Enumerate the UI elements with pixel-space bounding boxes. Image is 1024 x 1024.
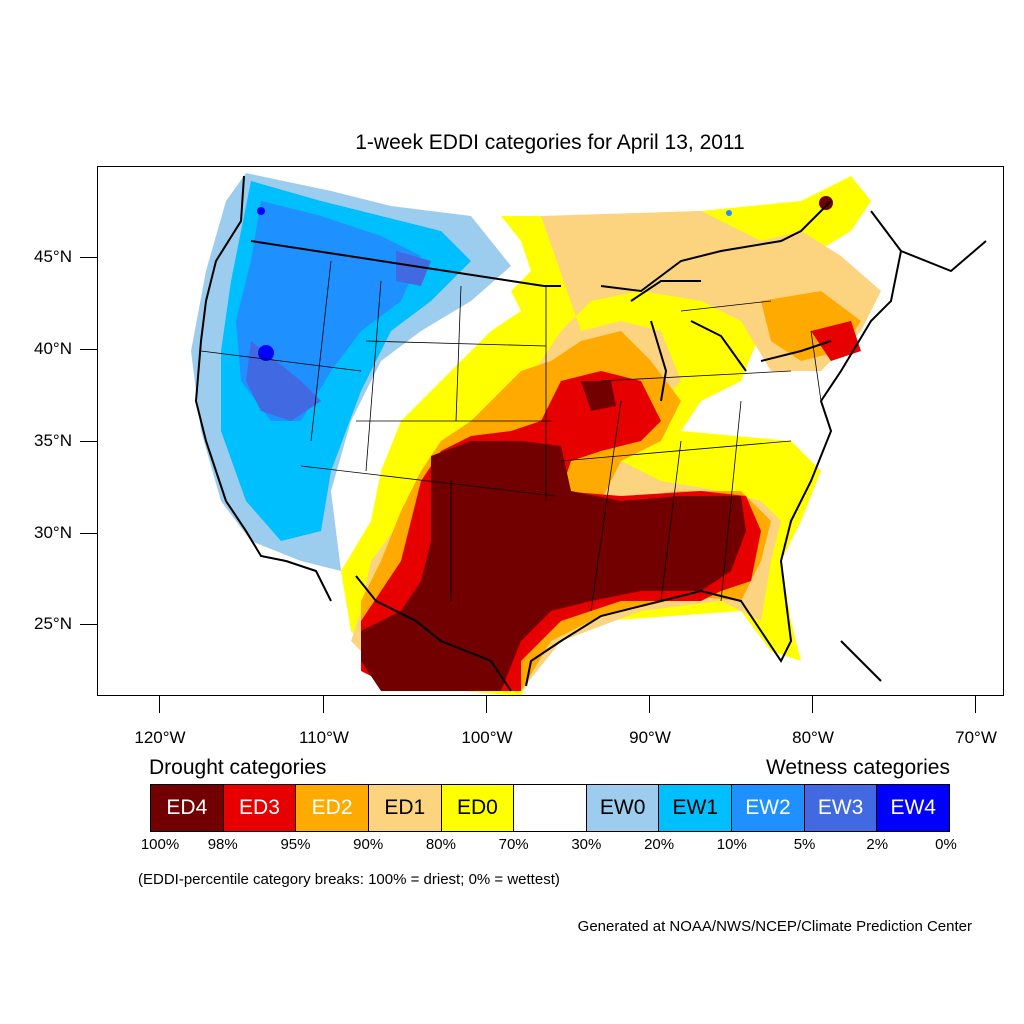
lat-label-40: 40°N [34, 339, 72, 358]
lon-tick-80 [812, 696, 813, 713]
region-ew-michigan [726, 210, 732, 216]
legend-break-label: 70% [498, 836, 529, 853]
drought-categories-heading: Drought categories [149, 756, 327, 779]
region-ew4-b [257, 207, 265, 215]
coastlines [194, 175, 987, 692]
legend-box-normal [514, 784, 587, 832]
legend-break-label: 95% [280, 836, 311, 853]
lon-tick-110 [323, 696, 324, 713]
legend-box-ew1: EW1 [659, 784, 733, 832]
lat-label-30: 30°N [34, 523, 72, 542]
lon-tick-120 [159, 696, 160, 713]
lon-label-70: 70°W [955, 728, 997, 747]
legend-box-ed3: ED3 [223, 784, 297, 832]
lon-tick-100 [486, 696, 487, 713]
legend-box-ew0: EW0 [586, 784, 660, 832]
region-ed4 [361, 381, 746, 691]
lat-tick-25 [80, 624, 97, 625]
lon-label-110: 110°W [299, 728, 349, 747]
eddi-map [97, 166, 1004, 696]
legend-break-label: 90% [353, 836, 384, 853]
legend-color-bar: ED4 ED3 ED2 ED1 ED0 EW0 EW1 EW2 EW3 EW4 [150, 784, 951, 832]
lat-tick-30 [80, 533, 97, 534]
legend-break-label: 0% [935, 836, 957, 853]
lat-tick-35 [80, 441, 97, 442]
region-ew3 [246, 251, 431, 421]
legend-box-ed0: ED0 [441, 784, 515, 832]
legend-break-label: 20% [644, 836, 675, 853]
category-break-note: (EDDI-percentile category breaks: 100% =… [138, 871, 560, 888]
lon-label-120: 120°W [134, 728, 186, 747]
legend-break-label: 98% [207, 836, 238, 853]
lat-label-35: 35°N [34, 431, 72, 450]
legend-break-label: 2% [866, 836, 889, 853]
legend-box-ed1: ED1 [368, 784, 442, 832]
legend-box-ew2: EW2 [732, 784, 805, 832]
wetness-categories-heading: Wetness categories [765, 756, 950, 779]
legend-break-label: 10% [716, 836, 747, 853]
region-ew4 [258, 345, 274, 361]
legend-box-ew4: EW4 [877, 784, 951, 832]
lon-label-90: 90°W [629, 728, 671, 747]
lon-label-100: 100°W [461, 728, 513, 747]
legend-box-ew3: EW3 [804, 784, 878, 832]
lon-tick-70 [975, 696, 976, 713]
legend-break-label: 100% [140, 836, 180, 853]
legend-box-ed4: ED4 [150, 784, 224, 832]
credit-line: Generated at NOAA/NWS/NCEP/Climate Predi… [577, 918, 972, 935]
map-title: 1-week EDDI categories for April 13, 201… [355, 131, 745, 154]
lat-tick-40 [80, 349, 97, 350]
us-map-graphic [191, 173, 987, 695]
legend-break-label: 30% [571, 836, 602, 853]
lat-label-45: 45°N [34, 247, 72, 266]
lon-label-80: 80°W [792, 728, 834, 747]
legend-box-ed2: ED2 [296, 784, 369, 832]
region-ed4-quebec [819, 196, 833, 210]
lon-tick-90 [649, 696, 650, 713]
lat-tick-45 [80, 257, 97, 258]
lat-label-25: 25°N [34, 614, 72, 633]
legend-break-label: 5% [793, 836, 816, 853]
legend-break-label: 80% [425, 836, 456, 853]
